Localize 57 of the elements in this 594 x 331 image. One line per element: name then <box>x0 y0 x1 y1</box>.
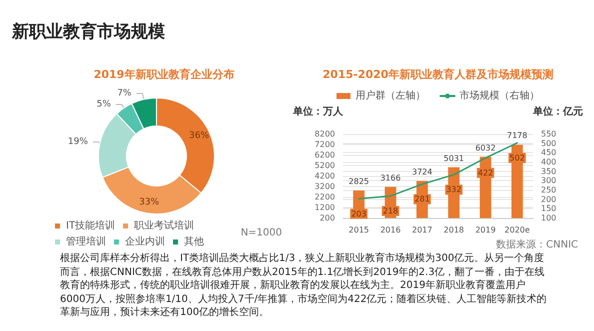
chart-title: 2015-2020年新职业教育人群及市场规模预测 <box>322 68 554 81</box>
legend-label: IT技能培训 <box>66 220 116 232</box>
legend-label: 用户群（左轴） <box>356 90 426 102</box>
data-label: 6032 <box>475 143 496 152</box>
y2-tick-label: 200 <box>541 194 556 204</box>
y2-tick-label: 350 <box>541 166 556 176</box>
text: 根据公司库样本分析得出，IT类培训品类大概占比1/3，狭义上新职业教育市场规模为300亿元。从另一个角度而言，根据CNNIC数据，在线教育总体用户数从2015年的1.1亿增长到2019年的2.3亿，翻了一番，由于在线教育的特殊形式，传统的职业培训很难开展，新职业教育的发展以在线为主。2019年新职业教育覆盖用户6000万人，按照参培率1/10、人均投入7千/年推算，市场空间为422亿元；随着区块链、人工智能等新技术的革新与应用，预计未来还有100亿的增长空间。 <box>60 252 548 320</box>
x-tick-label: 2015 <box>348 226 370 234</box>
y2-tick-label: 300 <box>541 176 556 186</box>
x-tick-label: 2019 <box>475 226 496 234</box>
source-note: 数据来源：CNNIC <box>496 238 578 250</box>
text: N=1000 <box>240 228 282 238</box>
y-tick-label: 2200 <box>314 192 335 202</box>
y-tick-label: 6200 <box>314 150 335 160</box>
legend-label: 管理培训 <box>66 236 106 248</box>
y2-tick-label: 250 <box>541 186 556 194</box>
data-label: 19% <box>68 137 88 148</box>
y-tick-label: 200 <box>320 214 335 222</box>
y2-tick-label: 150 <box>541 204 556 214</box>
legend-label: 市场规模（右轴） <box>460 90 540 102</box>
data-label: 332 <box>446 185 462 194</box>
y-tick-label: 4200 <box>314 172 335 180</box>
data-label: 422 <box>478 168 494 178</box>
data-label: 7178 <box>506 131 528 140</box>
y2-tick-label: 550 <box>541 130 556 138</box>
data-label: 502 <box>510 153 525 162</box>
data-label: 5031 <box>444 154 464 163</box>
data-label: 2825 <box>348 176 370 186</box>
y2-tick-label: 500 <box>541 138 556 148</box>
data-label: 7% <box>117 88 132 99</box>
x-tick-label: 2016 <box>380 226 401 234</box>
x-tick-label: 2020e <box>504 226 530 234</box>
data-label: 5% <box>96 100 112 110</box>
y2-tick-label: 450 <box>541 148 556 158</box>
data-label: 281 <box>414 194 430 204</box>
text: 新职业教育市场规模 <box>12 21 165 43</box>
y-tick-label: 7200 <box>314 140 335 149</box>
y2-axis-title: 单位：亿元 <box>532 106 583 118</box>
y-tick-label: 8200 <box>314 130 335 138</box>
data-label: 33% <box>139 197 160 208</box>
x-tick-label: 2017 <box>412 226 432 234</box>
data-label: 36% <box>188 130 210 141</box>
y-tick-label: 5200 <box>314 161 335 170</box>
legend-label: 其他 <box>184 236 204 248</box>
y2-tick-label: 100 <box>541 214 556 222</box>
data-label: 3166 <box>380 173 401 182</box>
y-tick-label: 1200 <box>314 203 335 212</box>
y-tick-label: 3200 <box>314 182 335 191</box>
y-axis-title: 单位：万人 <box>292 106 344 118</box>
legend-label: 职业考试培训 <box>134 220 194 232</box>
chart-title: 2019年新职业教育企业分布 <box>94 68 234 81</box>
data-label: 3724 <box>412 168 432 176</box>
legend-label: 企业内训 <box>125 236 165 248</box>
data-label: 203 <box>351 209 366 218</box>
y2-tick-label: 400 <box>541 158 556 166</box>
data-label: 218 <box>382 206 398 216</box>
x-tick-label: 2018 <box>444 226 464 234</box>
